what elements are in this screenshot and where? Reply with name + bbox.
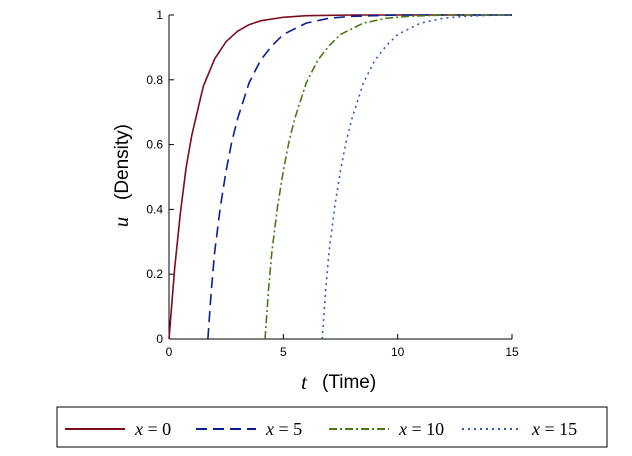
y-axis-symbol: u — [109, 217, 133, 228]
axis-ticks: 0 5 10 15 0 0.2 0.4 0.6 0.8 1 — [146, 8, 519, 359]
y-tick-label: 1 — [156, 8, 163, 22]
y-tick-label: 0 — [156, 332, 163, 346]
legend-label-0: x = 0 — [134, 419, 171, 439]
x-tick-label: 5 — [280, 345, 287, 359]
x-axis-symbol: t — [301, 370, 308, 394]
x-tick-label: 0 — [166, 345, 173, 359]
series-lines — [168, 14, 513, 340]
x-tick-label: 15 — [505, 345, 519, 359]
series-line-2 — [264, 14, 512, 340]
y-tick-label: 0.6 — [146, 138, 163, 152]
y-axis-label: (Density) — [112, 124, 133, 200]
series-line-3 — [321, 14, 513, 340]
axes — [168, 15, 512, 340]
legend-box — [56, 406, 608, 448]
x-tick-label: 10 — [391, 345, 405, 359]
series-line-0 — [168, 14, 512, 340]
series-line-1 — [207, 14, 512, 340]
legend-label-3: x = 15 — [531, 419, 577, 439]
y-tick-label: 0.2 — [146, 267, 163, 281]
legend: x = 0 x = 5 x = 10 x = 15 — [56, 406, 608, 448]
y-tick-label: 0.8 — [146, 73, 163, 87]
legend-label-2: x = 10 — [398, 419, 444, 439]
legend-label-1: x = 5 — [265, 419, 302, 439]
y-tick-label: 0.4 — [146, 202, 163, 216]
x-axis-label: (Time) — [322, 372, 376, 393]
